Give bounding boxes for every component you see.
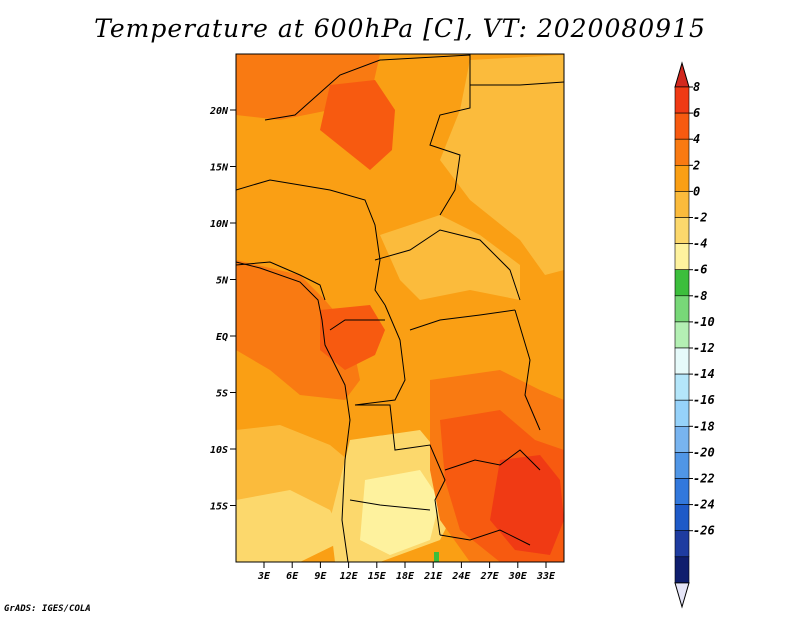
colorbar-label: -14 [693, 367, 715, 381]
colorbar-swatch [674, 321, 690, 349]
border-line [439, 529, 531, 546]
colorbar-label: 6 [693, 106, 700, 120]
lon-label: 6E [286, 571, 299, 582]
colorbar-swatch [674, 452, 690, 479]
colorbar-swatch [674, 217, 690, 244]
lat-label: 5S [216, 389, 228, 400]
colorbar-top-arrow [674, 61, 690, 88]
colorbar-swatch [674, 504, 690, 532]
map-frame [235, 53, 565, 563]
colorbar-swatch [674, 478, 690, 505]
border-line [409, 309, 516, 331]
colorbar-swatch [674, 295, 690, 323]
lon-label: 9E [314, 571, 327, 582]
colorbar-label: -20 [693, 445, 715, 459]
colorbar-label: -4 [693, 237, 707, 251]
lon-label: 21E [423, 571, 443, 582]
grads-credit: GrADS: IGES/COLA [4, 604, 91, 614]
field-hot-north [320, 80, 395, 170]
colorbar-label: -2 [693, 211, 707, 225]
colorbar-bottom-arrow [674, 582, 690, 609]
colorbar-label: 4 [693, 132, 700, 146]
latitude-axis: 20N 15N 10N 5N EQ 5S 10S 15S [209, 106, 236, 513]
colorbar-label: -12 [693, 341, 715, 355]
border-line [236, 261, 326, 301]
lat-label: EQ [216, 332, 228, 343]
field-coolest-south [360, 470, 440, 555]
longitude-axis: 3E 6E 9E 12E 15E 18E 21E 24E 27E 30E 33E [257, 562, 556, 582]
field-cool-northeast [440, 55, 564, 275]
lon-label: 24E [451, 571, 471, 582]
border-line [444, 449, 541, 471]
colorbar-swatch [674, 347, 690, 375]
lat-label: 15N [210, 163, 229, 174]
colorbar-swatch [674, 530, 690, 558]
lat-label: 10N [210, 219, 229, 230]
colorbar-swatch [674, 243, 690, 271]
colorbar-swatch [674, 165, 690, 192]
colorbar-label: -16 [693, 393, 715, 407]
field-hot-coast [320, 305, 385, 370]
field-cool-center [380, 215, 520, 300]
lon-label: 3E [257, 571, 271, 582]
lon-label: 15E [368, 571, 387, 582]
field-warm-west [236, 260, 360, 400]
lon-label: 12E [340, 571, 359, 582]
colorbar-swatch [674, 86, 690, 114]
colorbar-label: -26 [693, 524, 715, 538]
temperature-field [236, 54, 564, 562]
border-line [236, 179, 386, 306]
colorbar-swatch [674, 373, 690, 401]
colorbar-swatch [674, 191, 690, 218]
colorbar-label: 8 [693, 80, 700, 94]
field-green-patch [434, 552, 439, 562]
colorbar-label: -24 [693, 498, 715, 512]
border-line [354, 304, 406, 406]
border-line [374, 229, 521, 301]
lon-label: 18E [396, 571, 415, 582]
colorbar-label: -18 [693, 419, 715, 433]
coastline [236, 261, 351, 562]
lon-label: 30E [508, 571, 528, 582]
colorbar-label: -6 [693, 263, 707, 277]
lat-label: 10S [210, 445, 228, 456]
colorbar-swatch [674, 112, 690, 140]
colorbar-label: -22 [693, 472, 715, 486]
colorbar-label: 0 [693, 184, 700, 198]
colorbar-swatch [674, 138, 690, 166]
lat-label: 20N [209, 106, 229, 117]
colorbar: 8 6 4 2 0 -2 -4 -6 -8 -10 -12 -14 -16 -18 -20 -22 -24 -26 [674, 61, 715, 609]
field-cooler-southwest [236, 490, 345, 562]
lon-label: 33E [536, 571, 556, 582]
colorbar-label: -10 [693, 315, 715, 329]
border-line [349, 499, 431, 511]
country-borders [236, 54, 564, 562]
map-title: Temperature at 600hPa [C], VT: 202008091… [94, 14, 706, 43]
colorbar-label: 2 [692, 158, 700, 172]
border-line [514, 309, 541, 431]
field-hottest-southeast [490, 455, 564, 555]
lat-label: 15S [210, 502, 228, 513]
border-line [355, 404, 446, 536]
colorbar-swatch [674, 556, 690, 584]
lat-label: 5N [216, 276, 229, 287]
colorbar-swatch [674, 425, 690, 453]
border-line [264, 54, 471, 216]
colorbar-swatch [674, 269, 690, 297]
border-line [329, 319, 385, 331]
field-warm-north [236, 54, 380, 120]
colorbar-swatch [674, 399, 690, 427]
border-line [470, 81, 564, 86]
colorbar-label: -8 [693, 289, 707, 303]
lon-label: 27E [480, 571, 500, 582]
